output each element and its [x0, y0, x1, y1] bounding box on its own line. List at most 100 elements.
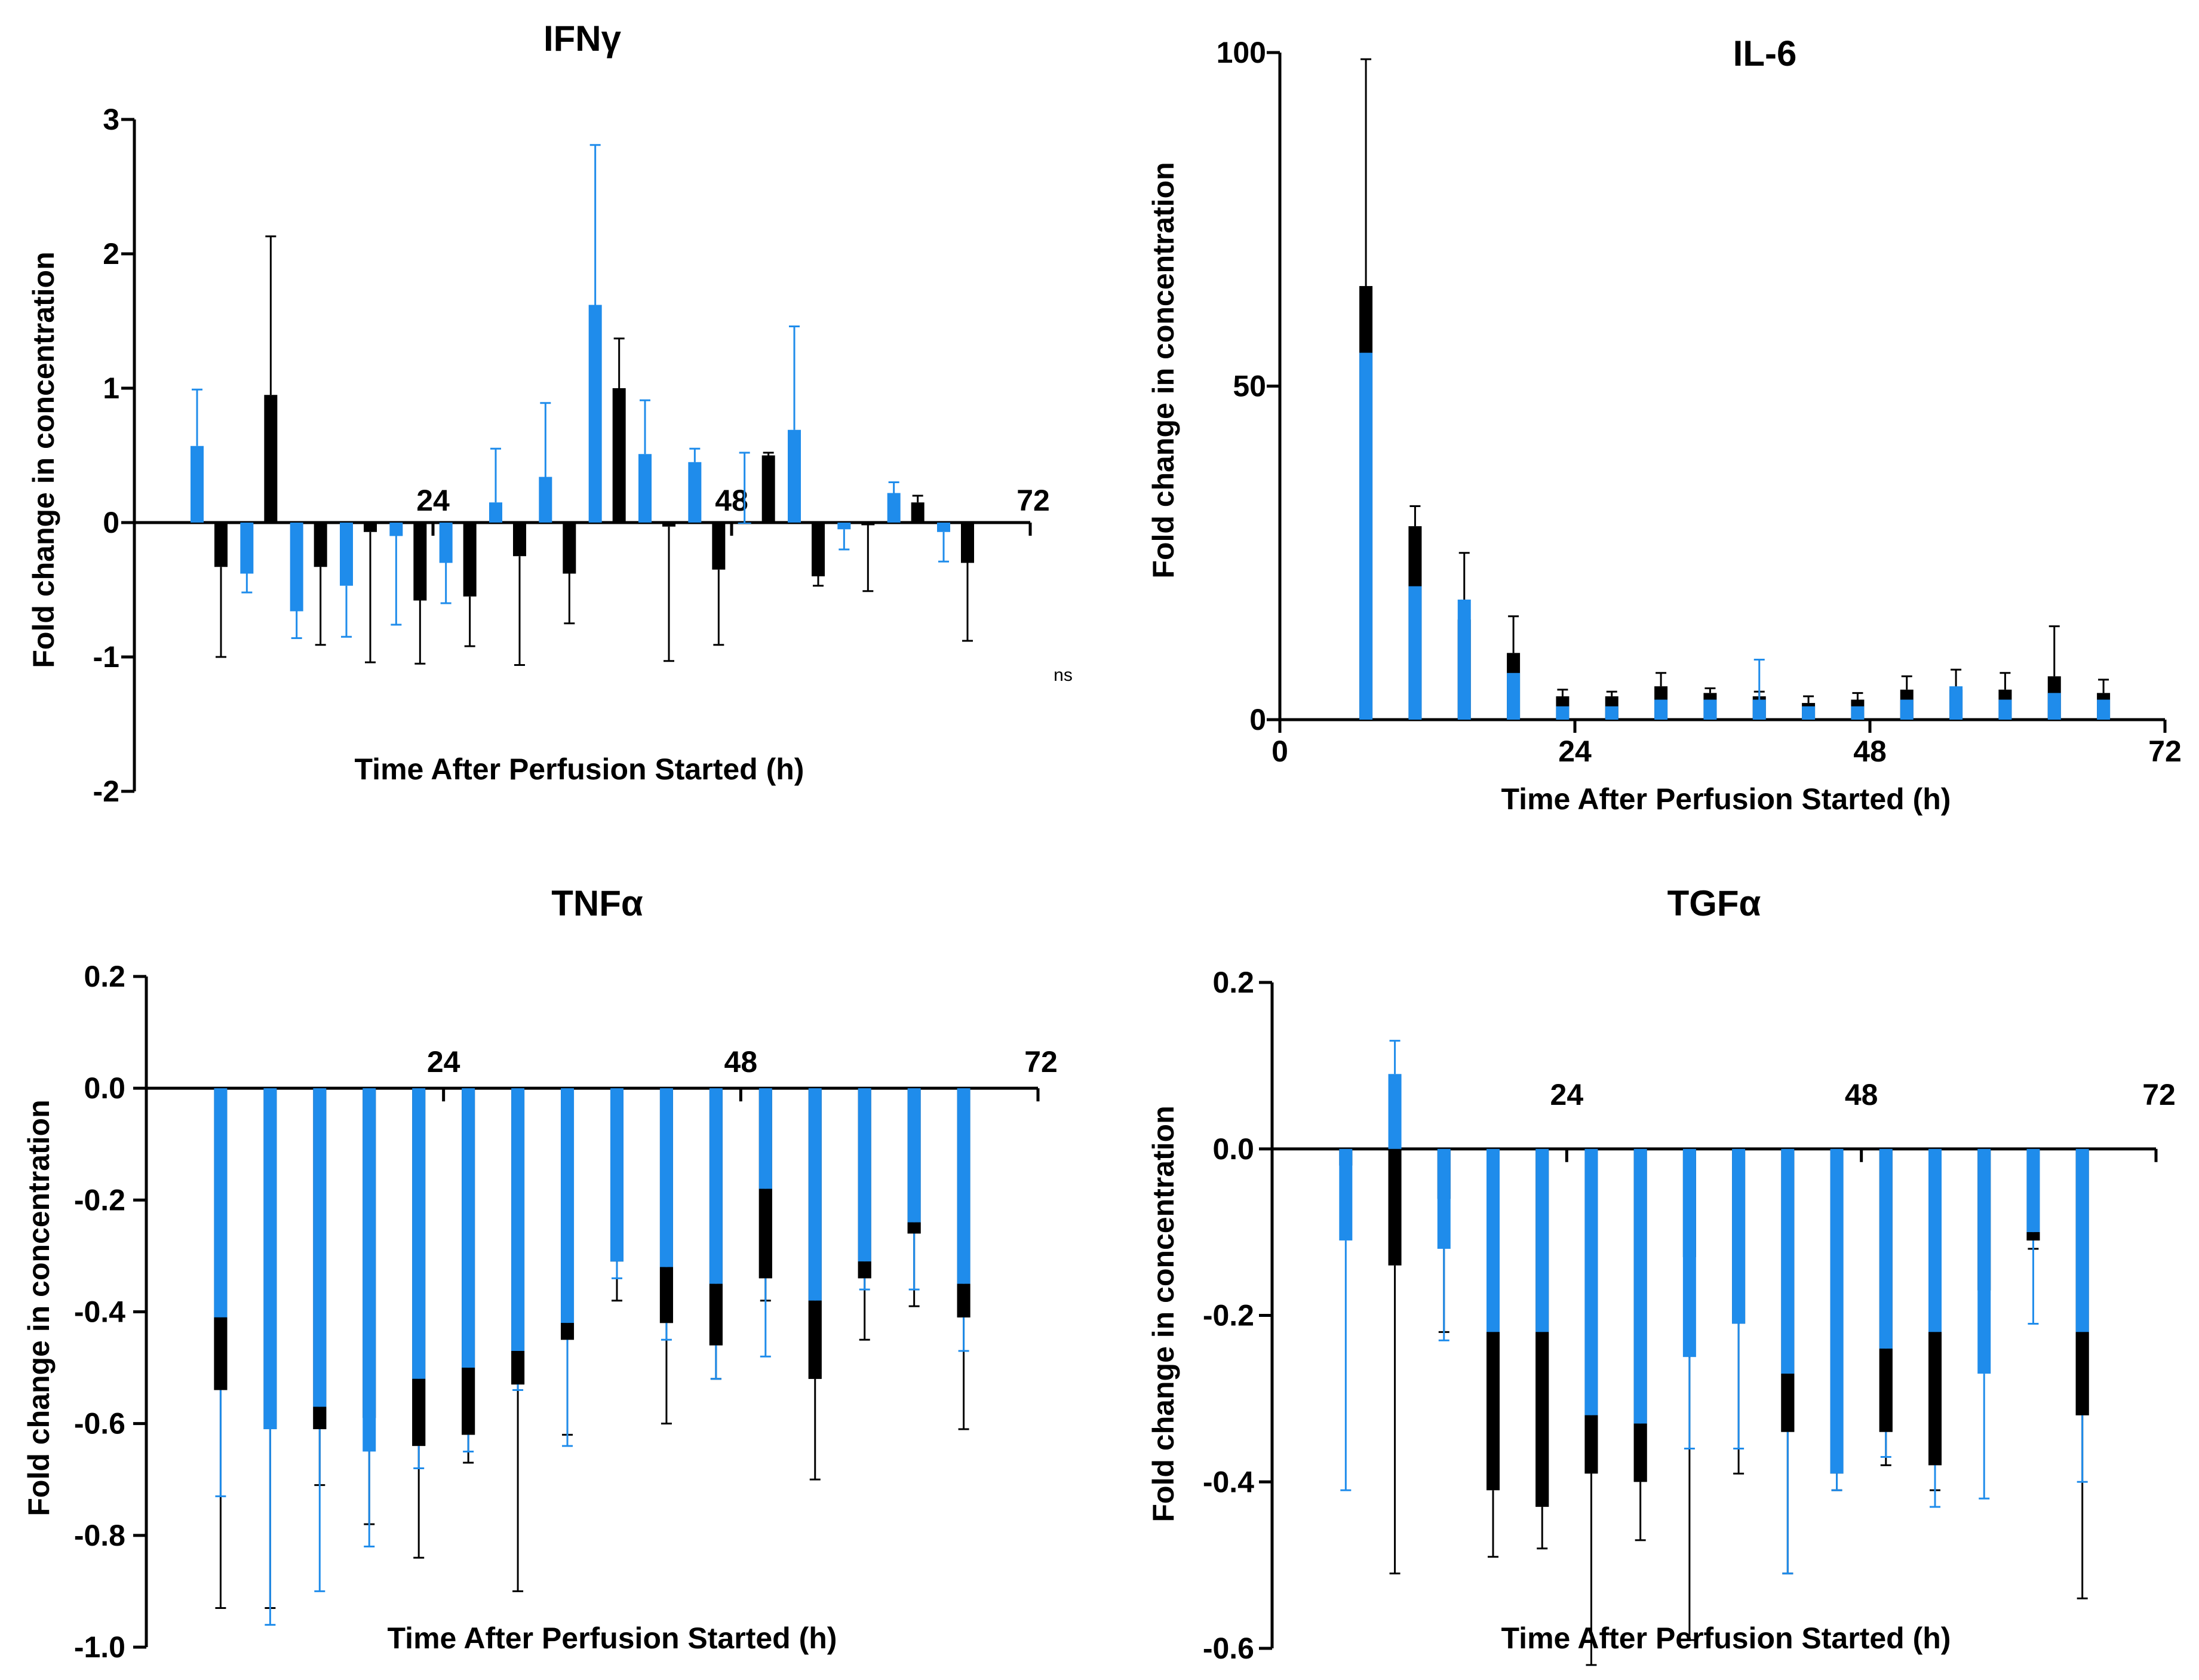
x-tick-label: 72 — [2148, 735, 2182, 768]
chart-title: IFNγ — [543, 19, 622, 59]
bar-black-extension — [462, 1368, 475, 1435]
bar-blue — [1682, 1148, 1696, 1357]
bar-blue — [539, 477, 552, 523]
bar-black-extension — [709, 1283, 723, 1346]
bar-black — [214, 523, 228, 567]
x-tick-label: 48 — [1845, 1078, 1878, 1111]
bar-black-extension — [659, 1267, 673, 1323]
bar-blue — [1556, 706, 1570, 720]
bar-black — [812, 523, 825, 576]
bar-blue — [1457, 599, 1471, 720]
bar-black — [563, 523, 576, 574]
bar-blue — [290, 523, 303, 612]
y-tick-label: -0.2 — [74, 1183, 125, 1217]
bar-blue — [1535, 1148, 1549, 1332]
y-tick-label: 100 — [1217, 36, 1266, 69]
y-tick-label: -0.4 — [1203, 1465, 1254, 1498]
y-tick-label: -0.6 — [1203, 1632, 1254, 1665]
bar-black-extension — [313, 1406, 327, 1430]
bar-blue — [1654, 699, 1668, 720]
y-tick-label: 0.2 — [1212, 966, 1254, 999]
chart-ifng: IFNγ Time After Perfusion Started (h) Fold… — [27, 19, 1073, 808]
bar-black-extension — [858, 1261, 871, 1279]
bar-blue — [1752, 699, 1766, 720]
bar-black — [662, 523, 675, 527]
y-tick-label: -0.8 — [74, 1519, 125, 1552]
bar-black-extension — [1584, 1415, 1598, 1474]
y-tick-label: 0.2 — [84, 960, 125, 993]
chart-tnfa: TNFα Time After Perfusion Started (h) Fold… — [22, 883, 1058, 1664]
bar-blue — [2047, 693, 2061, 720]
bar-blue — [2026, 1148, 2040, 1233]
bar-blue — [1487, 1148, 1500, 1332]
bar-blue — [1802, 706, 1816, 720]
bar-blue — [1830, 1148, 1844, 1474]
bar-blue — [887, 493, 901, 523]
bar-blue — [511, 1088, 525, 1352]
bar-black-extension — [2075, 1332, 2089, 1415]
x-tick-label: 24 — [427, 1045, 460, 1079]
bar-blue — [2075, 1148, 2089, 1332]
bar-blue — [1998, 699, 2012, 720]
x-axis-label: Time After Perfusion Started (h) — [388, 1621, 837, 1655]
bar-blue — [462, 1088, 475, 1368]
y-tick-label: -0.4 — [74, 1295, 125, 1329]
bar-blue — [1388, 1074, 1402, 1149]
bar-black — [364, 523, 377, 532]
y-tick-label: 0.0 — [84, 1071, 125, 1105]
bar-black-extension — [1535, 1332, 1549, 1507]
bar-blue — [561, 1088, 575, 1323]
bar-black-extension — [1781, 1374, 1795, 1432]
bar-blue — [1339, 1148, 1353, 1241]
bar-blue — [363, 1088, 376, 1452]
y-tick-label: -2 — [93, 775, 119, 808]
bar-blue — [1928, 1148, 1942, 1332]
y-tick-label: 2 — [103, 237, 119, 271]
y-tick-label: 0 — [1249, 703, 1266, 736]
y-axis-label: Fold change in concentration — [27, 251, 60, 668]
bar-blue — [1359, 352, 1373, 720]
bar-blue — [263, 1088, 277, 1430]
bar-blue — [907, 1088, 921, 1223]
bar-blue — [1633, 1148, 1647, 1424]
bar-blue — [1879, 1148, 1893, 1349]
bar-black — [612, 388, 626, 523]
bar-black — [413, 523, 427, 601]
x-tick-label: 24 — [416, 484, 450, 517]
x-tick-label: 72 — [1016, 484, 1050, 517]
bar-black-extension — [214, 1317, 228, 1390]
bar-blue — [858, 1088, 871, 1262]
bar-blue — [1949, 686, 1963, 720]
bar-blue — [412, 1088, 426, 1379]
bar-blue — [240, 523, 254, 574]
bar-blue — [2097, 699, 2111, 720]
bar-black-extension — [907, 1222, 921, 1234]
x-tick-label: 48 — [724, 1045, 758, 1079]
bar-black — [1388, 1148, 1402, 1266]
bar-blue — [638, 454, 652, 523]
bar-blue — [340, 523, 353, 586]
y-axis-label: Fold change in concentration — [1147, 1105, 1180, 1522]
bar-blue — [1851, 706, 1865, 720]
chart-title: TGFα — [1667, 883, 1761, 923]
chart-tgfa: TGFα Time After Perfusion Started (h) Fold… — [1147, 883, 2176, 1666]
bar-blue — [1605, 706, 1618, 720]
bar-blue — [957, 1088, 970, 1284]
x-tick-label: 24 — [1558, 735, 1592, 768]
bar-black — [314, 523, 327, 567]
y-axis-label: Fold change in concentration — [1147, 162, 1180, 578]
bar-black-extension — [1879, 1349, 1893, 1432]
bar-blue — [610, 1088, 624, 1262]
bar-blue — [389, 523, 403, 536]
y-axis-label: Fold change in concentration — [22, 1099, 56, 1516]
bar-blue — [758, 1088, 772, 1189]
bar-blue — [659, 1088, 673, 1267]
y-tick-label: 3 — [103, 103, 119, 136]
bar-blue — [1507, 672, 1521, 720]
y-tick-label: -0.6 — [74, 1407, 125, 1441]
bar-blue — [214, 1088, 228, 1317]
bar-black — [712, 523, 726, 570]
bar-blue — [709, 1088, 723, 1284]
bar-blue — [588, 305, 602, 523]
